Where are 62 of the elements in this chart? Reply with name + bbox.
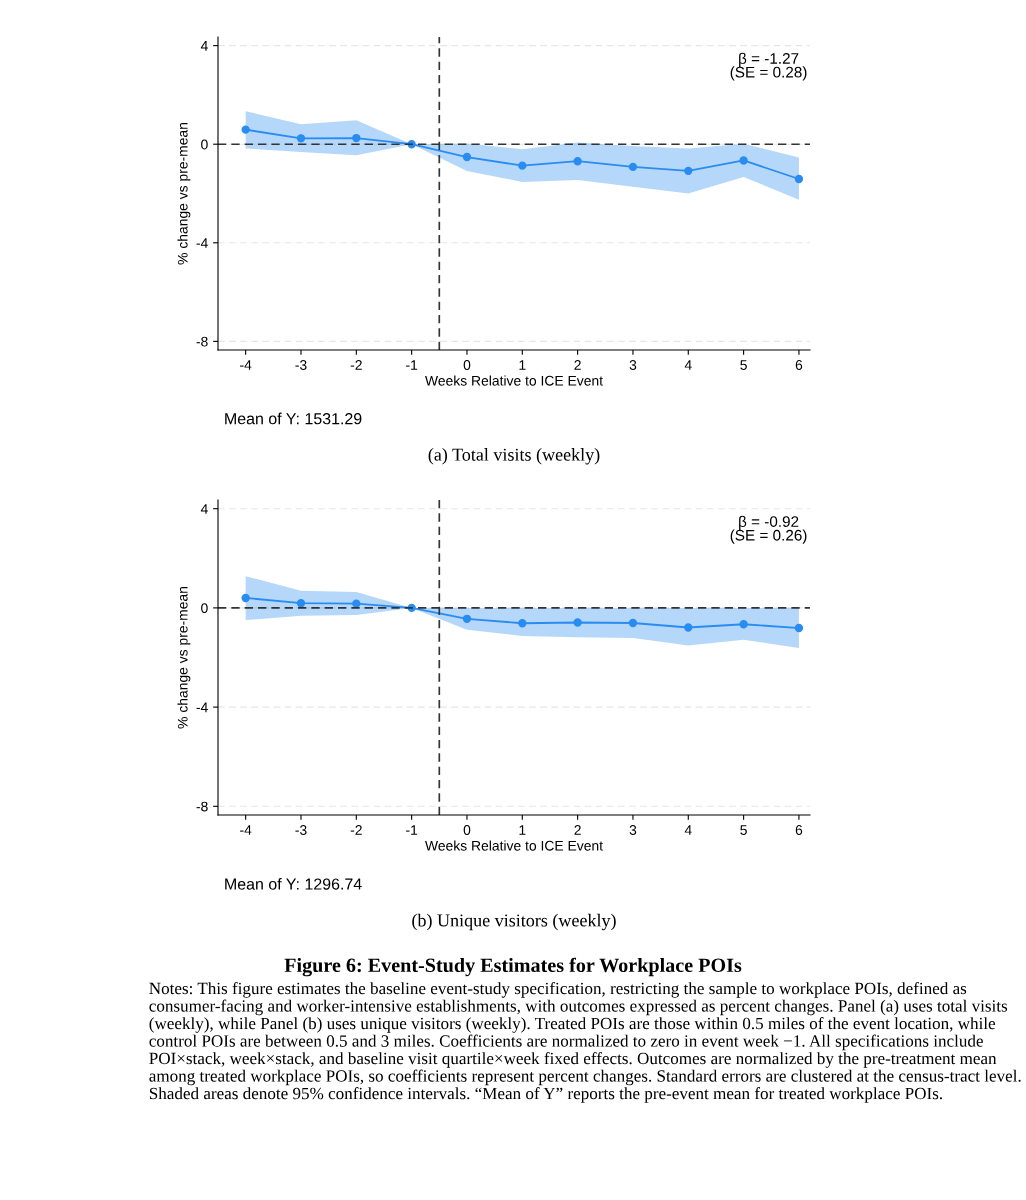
point bbox=[352, 133, 361, 143]
point bbox=[794, 623, 804, 633]
point bbox=[518, 161, 527, 170]
y-tick-label: -8 bbox=[196, 801, 208, 812]
text: Notes: This figure estimates the baseline event-study specification, restricting the sample to workplace POIs, defined as consumer-facing and worker-intensive establishments, with outcomes expressed as percent changes. Panel (a) uses total visits (weekly), while Panel (b) uses unique visitors (weekly). Treated POIs are those within 0.5 miles of the event location, while control POIs are between 0.5 and 3 miles. Coefficients are normalized to zero in event week −1. All specifications include POI×stack, week×stack, and baseline visit quartile×week fixed effects. Outcomes are normalized by the pre-treatment mean among treated workplace POIs, so coefficients represent percent changes. Standard errors are clustered at the census-tract level. Shaded areas denote 95% confidence intervals. “Mean of Y” reports the pre-event mean for treated workplace POIs. bbox=[149, 982, 1021, 1103]
point bbox=[684, 623, 693, 632]
x-tick-label: 0 bbox=[463, 825, 471, 835]
point bbox=[684, 166, 693, 175]
x-tick-label: -4 bbox=[240, 825, 252, 835]
x-tick-label: -2 bbox=[350, 825, 362, 835]
x-tick-label: -1 bbox=[406, 360, 418, 370]
y-tick-label: 0 bbox=[201, 139, 208, 150]
point bbox=[628, 162, 638, 172]
y-tick-label: -4 bbox=[196, 238, 208, 248]
x-tick-label: 4 bbox=[684, 825, 692, 835]
x-tick-label: 4 bbox=[684, 360, 692, 370]
x-axis-title: Weeks Relative to ICE Event bbox=[425, 375, 603, 386]
text: Mean of Y: 1296.74 bbox=[225, 878, 362, 890]
x-tick-label: 3 bbox=[629, 360, 637, 370]
point bbox=[739, 620, 748, 629]
text: (b) Unique visitors (weekly) bbox=[412, 913, 616, 931]
point bbox=[462, 152, 472, 162]
point bbox=[794, 174, 804, 184]
y-tick-label: 4 bbox=[200, 504, 208, 514]
x-tick-label: 5 bbox=[740, 825, 747, 835]
x-axis-title: Weeks Relative to ICE Event bbox=[425, 840, 603, 851]
caption: Figure 6: Event-Study Estimates for Workplace POIs bbox=[284, 957, 742, 977]
annotation: β = -0.92 (SE = 0.26) bbox=[730, 515, 807, 544]
point bbox=[573, 618, 582, 627]
x-tick-label: 5 bbox=[740, 360, 747, 370]
x-tick-label: 3 bbox=[629, 825, 637, 835]
y-axis-title: % change vs pre-mean bbox=[177, 122, 191, 265]
y-tick-label: -8 bbox=[196, 336, 208, 347]
point bbox=[241, 593, 250, 603]
x-tick-label: 2 bbox=[574, 825, 581, 835]
point bbox=[352, 599, 361, 608]
x-tick-label: 6 bbox=[795, 825, 803, 835]
x-tick-label: -3 bbox=[295, 825, 307, 835]
y-axis-title: % change vs pre-mean bbox=[177, 586, 191, 729]
annotation: β = -1.27 (SE = 0.28) bbox=[730, 52, 807, 81]
x-tick-label: 1 bbox=[519, 360, 526, 370]
x-tick-label: -2 bbox=[350, 360, 362, 370]
text: Mean of Y: 1531.29 bbox=[225, 412, 362, 425]
x-tick-label: 6 bbox=[795, 360, 803, 370]
point bbox=[296, 599, 306, 608]
point bbox=[518, 619, 527, 628]
point bbox=[296, 134, 306, 143]
text: (a) Total visits (weekly) bbox=[428, 448, 600, 465]
point bbox=[573, 157, 582, 166]
point bbox=[462, 614, 472, 623]
y-tick-label: 4 bbox=[200, 41, 208, 51]
point bbox=[739, 156, 748, 165]
x-tick-label: -1 bbox=[406, 825, 418, 835]
point bbox=[241, 125, 250, 134]
y-tick-label: 0 bbox=[201, 603, 208, 614]
x-tick-label: 2 bbox=[574, 360, 581, 370]
x-tick-label: 0 bbox=[463, 360, 471, 370]
x-tick-label: 1 bbox=[519, 825, 526, 835]
y-tick-label: -4 bbox=[196, 702, 208, 713]
x-tick-label: -3 bbox=[295, 360, 307, 370]
x-tick-label: -4 bbox=[240, 360, 252, 370]
point bbox=[628, 618, 638, 628]
